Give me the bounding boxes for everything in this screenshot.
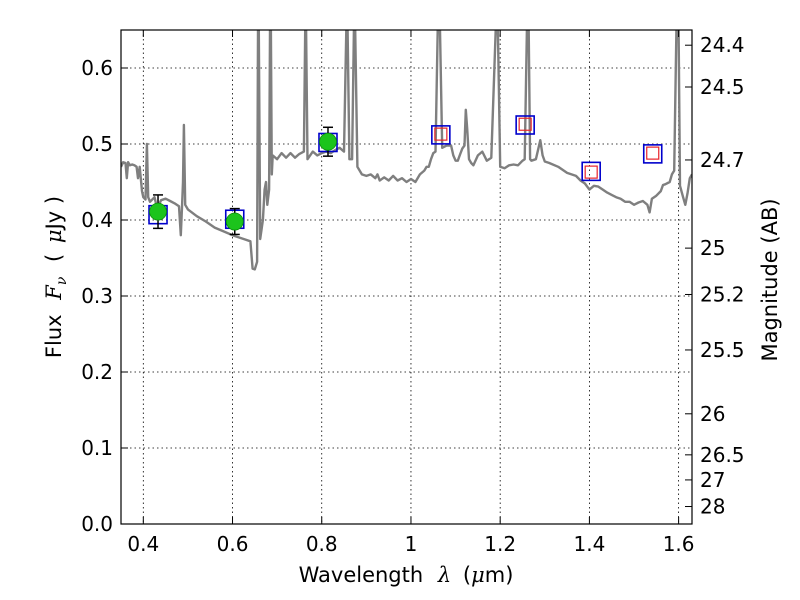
observed-flux-point: [319, 132, 337, 151]
y-tick-label: 0.5: [81, 132, 113, 156]
plot-background: [121, 30, 692, 524]
y-axis-label-symbol: F: [42, 284, 66, 301]
x-axis-label: Wavelength λ (μm): [299, 563, 514, 587]
y-tick-label: 0.2: [81, 360, 113, 384]
mag-tick-label: 26.5: [700, 443, 745, 467]
mag-tick-label: 24.5: [700, 75, 745, 99]
model-photometry-square: [581, 161, 601, 182]
y-axis-label-unit-close: Jy ): [42, 196, 66, 232]
y2-axis-label: Magnitude (AB): [758, 198, 782, 361]
x-axis-label-prefix: Wavelength: [299, 563, 424, 587]
model-photometry-square: [642, 144, 663, 164]
x-tick-label: 0.6: [217, 532, 249, 556]
x-axis-label-unit-mu: μ: [471, 563, 485, 587]
y-axis-label-unit-open: (: [42, 254, 66, 262]
ticks: 0.4 0.6 0.8 1 1.2 1.4 1.6 0.0 0.1 0.2 0.3 0.4 0.5 0.6…: [81, 30, 745, 556]
data-layer: [121, 30, 692, 271]
spectrum-line: [121, 30, 692, 271]
x-axis-label-unit-close: m): [485, 563, 514, 587]
model-photometry-square: [431, 125, 451, 145]
x-tick-label: 1: [405, 532, 418, 556]
y-tick-label: 0.6: [81, 56, 113, 80]
upper-limit-square: [518, 117, 532, 131]
mag-tick-label: 24.7: [700, 148, 745, 172]
mag-tick-label: 28: [700, 495, 725, 519]
upper-limit-square: [434, 127, 448, 141]
observed-flux-point: [149, 202, 167, 221]
mag-tick-label: 24.4: [700, 33, 745, 57]
mag-tick-label: 25.5: [700, 338, 745, 362]
y-axis-label-unit-mu: μ: [42, 229, 66, 243]
x-tick-label: 0.8: [306, 532, 338, 556]
y-axis-label-subscript: ν: [54, 276, 70, 285]
y-tick-label: 0.3: [81, 284, 113, 308]
x-axis-label-symbol: λ: [437, 563, 451, 587]
upper-limit-square: [646, 146, 660, 160]
y-tick-label: 0.1: [81, 436, 113, 460]
mag-tick-label: 25: [700, 236, 725, 260]
x-axis-label-unit-open: (: [463, 563, 471, 587]
mag-tick-label: 27: [700, 468, 725, 492]
mag-tick-label: 26: [700, 402, 725, 426]
x-tick-label: 0.4: [127, 532, 159, 556]
upper-limit-square: [584, 165, 598, 179]
y-axis-label-prefix: Flux: [42, 314, 66, 358]
x-tick-label: 1.6: [663, 532, 695, 556]
mag-tick-label: 25.2: [700, 282, 745, 306]
x-tick-label: 1.2: [484, 532, 516, 556]
x-tick-label: 1.4: [573, 532, 605, 556]
y-tick-label: 0.4: [81, 208, 113, 232]
y-axis-label: Flux Fν ( μJy ): [42, 196, 71, 358]
y-tick-label: 0.0: [81, 512, 113, 536]
observed-flux-point: [225, 212, 244, 231]
model-photometry-square: [515, 115, 535, 135]
plot-frame: [120, 29, 693, 525]
